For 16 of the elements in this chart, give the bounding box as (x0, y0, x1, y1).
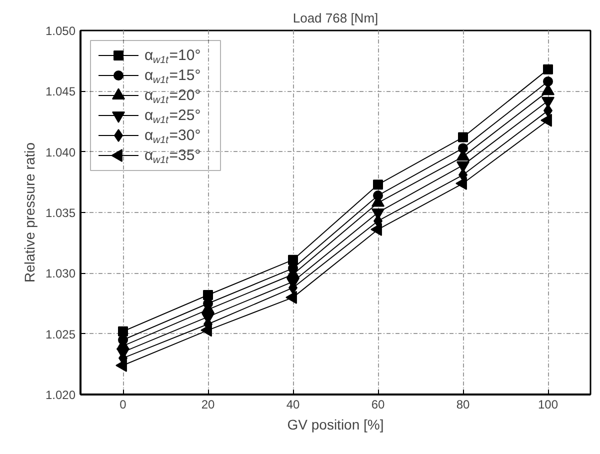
y-tick-label: 1.025 (45, 327, 76, 342)
y-tick-label: 1.040 (45, 145, 76, 160)
x-axis-title: GV position [%] (287, 416, 384, 432)
x-tick-label: 20 (201, 398, 215, 412)
x-tick-label: 100 (538, 398, 558, 412)
y-tick-label: 1.035 (45, 206, 76, 220)
y-tick-label: 1.050 (45, 24, 76, 38)
y-tick-label: 1.020 (45, 388, 76, 402)
y-tick-label: 1.045 (45, 84, 76, 99)
chart-title: Load 768 [Nm] (292, 10, 378, 26)
x-tick-label: 80 (456, 398, 470, 412)
x-tick-label: 60 (371, 398, 385, 412)
y-axis-title: Relative pressure ratio (21, 142, 38, 283)
x-tick-label: 40 (286, 398, 300, 412)
x-tick-label: 0 (120, 398, 127, 412)
y-tick-label: 1.030 (45, 266, 76, 281)
